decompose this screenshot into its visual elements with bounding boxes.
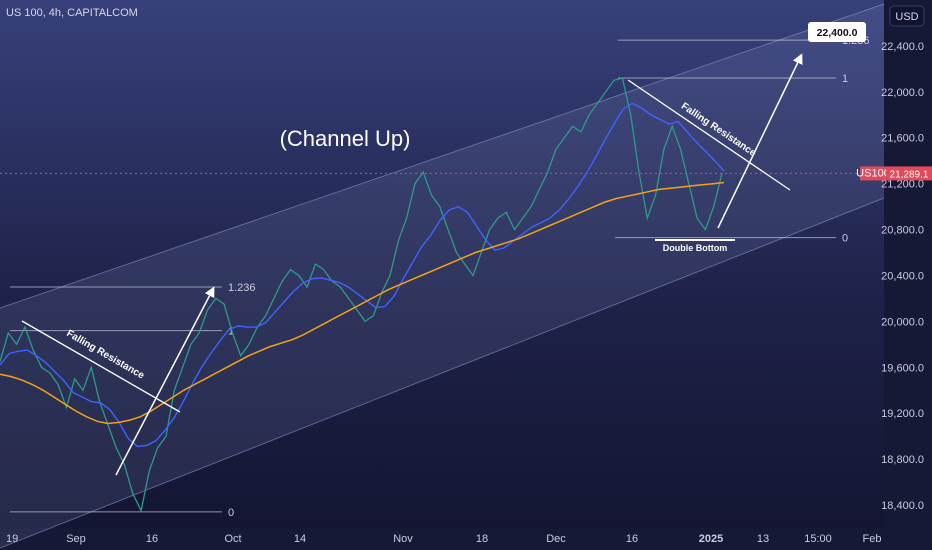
price-tick-label: 22,000.0	[881, 87, 924, 99]
time-tick-label: Feb	[863, 533, 882, 545]
time-axis-panel	[0, 528, 884, 550]
target-callout-box	[808, 22, 866, 42]
projection-arrow-2	[717, 53, 803, 229]
last-price-symbol-box	[860, 166, 886, 181]
target-callout-label: 22,400.0	[817, 27, 858, 39]
time-tick-label: Nov	[393, 533, 413, 545]
price-tick-label: 18,800.0	[881, 454, 924, 466]
time-tick-label: Dec	[546, 533, 566, 545]
last-price-tag: US100 21,289.1	[856, 166, 932, 181]
price-axis[interactable]: 22,400.0 22,000.0 21,600.0 21,200.0 20,800.0…	[881, 41, 924, 512]
fib-level-label: 1	[842, 73, 848, 85]
time-tick-label: 16	[626, 533, 638, 545]
time-tick-label: 19	[6, 533, 18, 545]
time-tick-label: 2025	[699, 533, 723, 545]
last-price-value: 21,289.1	[890, 169, 929, 180]
double-bottom-label: Double Bottom	[663, 243, 728, 253]
falling-resistance-line-2	[627, 79, 791, 191]
time-tick-label: Oct	[224, 533, 241, 545]
last-price-symbol: US100	[856, 167, 890, 179]
time-tick-label: Sep	[66, 533, 86, 545]
channel-up-band	[0, 4, 884, 548]
target-callout[interactable]: 22,400.0	[808, 22, 866, 42]
channel-upper-line	[0, 3, 885, 309]
time-tick-label: 13	[757, 533, 769, 545]
time-tick-label: 16	[146, 533, 158, 545]
price-tick-label: 20,800.0	[881, 225, 924, 237]
last-price-value-box	[886, 166, 932, 181]
time-tick-label: 18	[476, 533, 488, 545]
currency-button[interactable]	[889, 5, 925, 27]
price-tick-label: 19,200.0	[881, 408, 924, 420]
channel-lower-line	[0, 197, 885, 549]
price-tick-label: 19,600.0	[881, 362, 924, 374]
ma-orange-line	[0, 181, 725, 425]
ma-blue-line	[0, 102, 725, 448]
fib-level-label: 1	[228, 326, 234, 338]
price-series-line	[0, 77, 723, 513]
time-axis[interactable]: 19 Sep 16 Oct 14 Nov 18 Dec 16 2025 13 15:00 Feb	[6, 533, 881, 545]
price-tick-label: 18,400.0	[881, 500, 924, 512]
time-tick-label: 14	[294, 533, 306, 545]
price-tick-label: 21,600.0	[881, 133, 924, 145]
price-tick-label: 21,200.0	[881, 179, 924, 191]
projection-arrow-1	[115, 286, 215, 476]
fib-level-label: 0	[228, 507, 234, 519]
price-axis-panel	[884, 0, 932, 550]
falling-resistance-line-1	[21, 320, 181, 413]
price-tick-label: 20,000.0	[881, 316, 924, 328]
price-tick-label: 22,400.0	[881, 41, 924, 53]
time-tick-label: 15:00	[804, 533, 832, 545]
chart-title: (Channel Up)	[280, 126, 411, 151]
fib-level-label: 0	[842, 233, 848, 245]
price-tick-label: 20,400.0	[881, 270, 924, 282]
symbol-header: US 100, 4h, CAPITALCOM	[6, 7, 138, 19]
fib-level-label: 1.236	[228, 282, 256, 294]
currency-label: USD	[895, 11, 918, 23]
